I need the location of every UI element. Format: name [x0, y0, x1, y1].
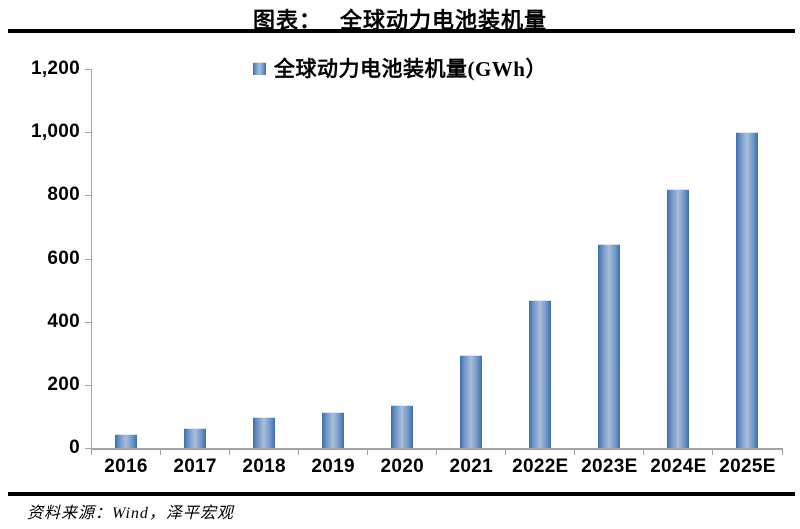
x-axis-line — [91, 448, 783, 450]
top-divider — [8, 29, 795, 33]
x-axis-tick — [229, 450, 231, 455]
x-axis-tick — [574, 450, 576, 455]
data-source-note: 资料来源：Wind，泽平宏观 — [27, 505, 234, 522]
x-axis-label-2019: 2019 — [311, 456, 355, 477]
y-axis-label: 400 — [47, 310, 80, 332]
y-axis-line — [91, 69, 92, 450]
legend-label: 全球动力电池装机量(GWh） — [273, 57, 547, 81]
y-axis-tick — [84, 132, 92, 134]
x-axis-label-2022E: 2022E — [512, 456, 569, 477]
bar-2022E — [529, 300, 552, 448]
x-axis-tick — [91, 450, 92, 455]
y-axis-tick — [84, 384, 92, 386]
y-axis-label: 1,000 — [30, 121, 80, 143]
chart-title: 图表： 全球动力电池装机量 — [0, 3, 800, 35]
x-axis-tick — [298, 450, 300, 455]
bar-2018 — [253, 417, 276, 448]
chart-legend: 全球动力电池装机量(GWh） — [0, 53, 800, 83]
y-axis-tick — [84, 195, 92, 197]
y-axis-label: 200 — [47, 373, 80, 395]
x-axis-label-2020: 2020 — [380, 456, 424, 477]
x-axis-label-2017: 2017 — [173, 456, 217, 477]
x-axis-label-2021: 2021 — [449, 456, 493, 477]
x-axis-label-2018: 2018 — [242, 456, 286, 477]
x-axis-label-2025E: 2025E — [719, 456, 776, 477]
bar-2017 — [184, 428, 207, 448]
x-axis-tick — [367, 450, 369, 455]
y-axis-tick — [84, 321, 92, 323]
x-axis-tick — [160, 450, 162, 455]
y-axis-label: 1,200 — [30, 58, 80, 79]
bar-2020 — [391, 405, 414, 448]
y-axis-label: 600 — [47, 247, 80, 269]
y-axis-tick — [84, 448, 92, 449]
bar-2021 — [460, 355, 483, 448]
bar-2025E — [736, 132, 759, 448]
x-axis-label-2023E: 2023E — [581, 456, 638, 477]
y-axis-label: 800 — [47, 184, 80, 206]
bar-2023E — [598, 244, 621, 448]
x-axis-tick — [643, 450, 645, 455]
bar-2024E — [667, 189, 690, 448]
legend-color-swatch-icon — [252, 61, 266, 75]
x-axis-tick — [436, 450, 438, 455]
chart-title-label: 图表： — [252, 8, 322, 33]
y-axis-label: 0 — [69, 437, 80, 458]
bar-2019 — [322, 412, 345, 448]
bottom-divider — [8, 492, 795, 496]
x-axis-tick — [712, 450, 714, 455]
x-axis-label-2024E: 2024E — [650, 456, 707, 477]
x-axis-label-2016: 2016 — [104, 456, 148, 477]
bar-2016 — [115, 434, 138, 448]
x-axis-tick — [505, 450, 507, 455]
y-axis-tick — [84, 69, 92, 70]
x-axis-tick — [781, 450, 783, 455]
chart-title-text: 全球动力电池装机量 — [340, 8, 548, 33]
y-axis-tick — [84, 258, 92, 260]
